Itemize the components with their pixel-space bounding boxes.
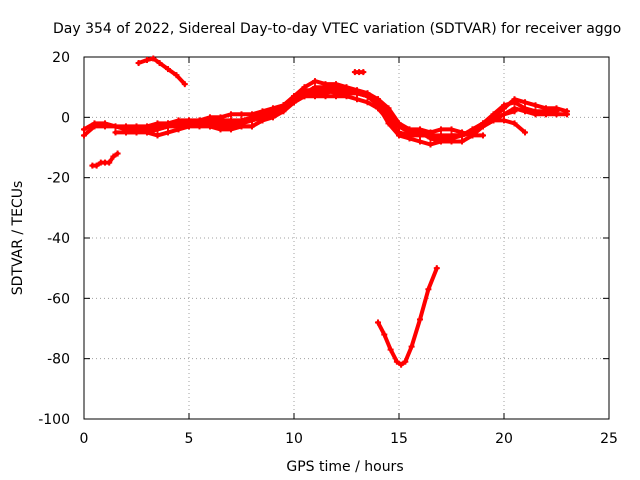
x-tick-label: 10 [285, 431, 303, 447]
chart-title: Day 354 of 2022, Sidereal Day-to-day VTE… [53, 21, 621, 37]
x-tick-label: 15 [390, 431, 408, 447]
x-axis-label: GPS time / hours [286, 459, 403, 475]
x-tick-label: 20 [495, 431, 513, 447]
y-tick-label: -20 [47, 171, 70, 187]
axis-ticks: 0 5 10 15 20 25 -100 -80 -60 -40 -20 0 20 [38, 50, 618, 447]
x-tick-label: 25 [600, 431, 618, 447]
x-tick-label: 5 [185, 431, 194, 447]
y-tick-label: -40 [47, 231, 70, 247]
x-tick-label: 0 [80, 431, 89, 447]
series-dip [376, 266, 439, 367]
series-layer [81, 55, 570, 368]
y-tick-label: -80 [47, 352, 70, 368]
y-tick-label: -60 [47, 291, 70, 307]
y-axis-label: SDTVAR / TECUs [10, 181, 26, 296]
y-tick-label: 0 [61, 110, 70, 126]
y-tick-label: 20 [52, 50, 70, 66]
y-tick-label: -100 [38, 412, 70, 428]
grid [84, 57, 609, 419]
